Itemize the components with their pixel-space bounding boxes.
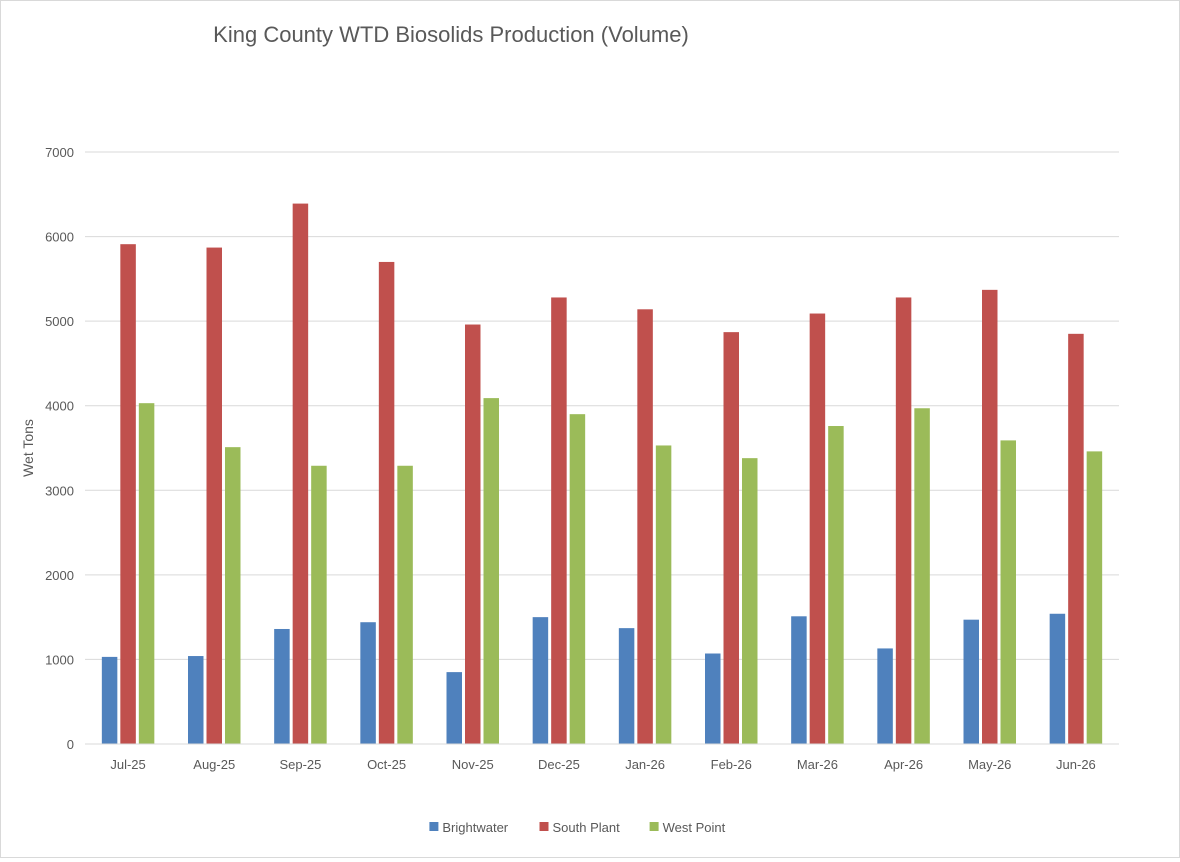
legend-swatch xyxy=(649,822,659,831)
bar-brightwater-jan-26 xyxy=(618,628,635,744)
chart-title: King County WTD Biosolids Production (Vo… xyxy=(213,22,689,47)
gridlines xyxy=(85,151,1119,660)
x-tick-label: Feb-26 xyxy=(711,757,752,772)
bar-south-plant-jun-26 xyxy=(1068,333,1084,744)
bar-brightwater-aug-25 xyxy=(188,656,204,744)
bar-west-point-mar-26 xyxy=(828,426,844,744)
x-tick-label: Jul-25 xyxy=(110,757,145,772)
x-tick-label: Dec-25 xyxy=(538,757,580,772)
bar-brightwater-mar-26 xyxy=(791,616,807,744)
bar-brightwater-dec-25 xyxy=(532,617,549,744)
legend-swatch xyxy=(539,822,549,831)
x-tick-label: Jan-26 xyxy=(625,757,665,772)
legend: Brightwater South Plant West Point xyxy=(429,820,726,835)
x-tick-label: Nov-25 xyxy=(452,757,494,772)
bar-south-plant-sep-25 xyxy=(292,203,309,745)
legend-label: Brightwater xyxy=(442,820,508,835)
y-tick-label: 3000 xyxy=(45,483,74,498)
x-tick-label: Jun-26 xyxy=(1056,757,1096,772)
bar-west-point-feb-26 xyxy=(742,458,758,744)
bar-south-plant-feb-26 xyxy=(723,332,739,744)
bar-brightwater-jun-26 xyxy=(1049,613,1066,744)
bar-brightwater-jul-25 xyxy=(101,656,118,744)
bar-south-plant-nov-25 xyxy=(465,324,481,744)
y-tick-label: 0 xyxy=(67,737,74,752)
bar-brightwater-may-26 xyxy=(963,619,979,744)
y-tick-label: 6000 xyxy=(45,230,74,245)
y-tick-label: 2000 xyxy=(45,568,74,583)
y-tick-label: 1000 xyxy=(45,652,74,667)
bar-south-plant-jan-26 xyxy=(637,309,653,744)
bar-brightwater-nov-25 xyxy=(446,672,462,744)
legend-label: West Point xyxy=(663,820,726,835)
x-tick-label: May-26 xyxy=(968,757,1011,772)
bar-brightwater-feb-26 xyxy=(705,653,721,744)
legend-item-south-plant: South Plant xyxy=(539,820,621,835)
bar-west-point-jan-26 xyxy=(655,445,672,744)
x-tick-label: Sep-25 xyxy=(279,757,321,772)
bar-brightwater-apr-26 xyxy=(877,648,893,744)
bar-west-point-nov-25 xyxy=(483,398,499,744)
y-tick-label: 5000 xyxy=(45,314,74,329)
bar-south-plant-jul-25 xyxy=(120,244,136,744)
bar-brightwater-sep-25 xyxy=(274,628,290,744)
bar-west-point-sep-25 xyxy=(311,465,327,744)
bar-south-plant-oct-25 xyxy=(378,261,395,744)
bars xyxy=(101,203,1103,745)
x-tick-label: Oct-25 xyxy=(367,757,406,772)
legend-label: South Plant xyxy=(553,820,621,835)
bar-west-point-jun-26 xyxy=(1086,451,1103,744)
bar-west-point-jul-25 xyxy=(138,403,155,744)
legend-item-brightwater: Brightwater xyxy=(429,820,509,835)
bar-west-point-oct-25 xyxy=(397,465,413,744)
bar-south-plant-mar-26 xyxy=(809,313,826,744)
x-tick-label: Mar-26 xyxy=(797,757,838,772)
legend-item-west-point: West Point xyxy=(649,820,726,835)
bar-south-plant-dec-25 xyxy=(551,297,567,744)
y-axis-label: Wet Tons xyxy=(20,419,36,477)
bar-brightwater-oct-25 xyxy=(360,622,376,744)
bar-west-point-may-26 xyxy=(1000,440,1016,744)
y-tick-label: 7000 xyxy=(45,145,74,160)
y-axis-ticks: 0 1000 2000 3000 4000 5000 6000 7000 xyxy=(45,145,74,752)
x-axis-ticks: Jul-25 Aug-25 Sep-25 Oct-25 Nov-25 Dec-25 Jan-… xyxy=(110,757,1095,772)
bar-west-point-aug-25 xyxy=(225,447,241,744)
bar-south-plant-apr-26 xyxy=(895,297,912,744)
x-tick-label: Aug-25 xyxy=(193,757,235,772)
bar-south-plant-aug-25 xyxy=(206,247,222,744)
bar-south-plant-may-26 xyxy=(982,289,998,744)
legend-swatch xyxy=(429,822,439,831)
y-tick-label: 4000 xyxy=(45,399,74,414)
x-tick-label: Apr-26 xyxy=(884,757,923,772)
bar-west-point-dec-25 xyxy=(569,414,586,744)
bar-west-point-apr-26 xyxy=(914,408,930,744)
